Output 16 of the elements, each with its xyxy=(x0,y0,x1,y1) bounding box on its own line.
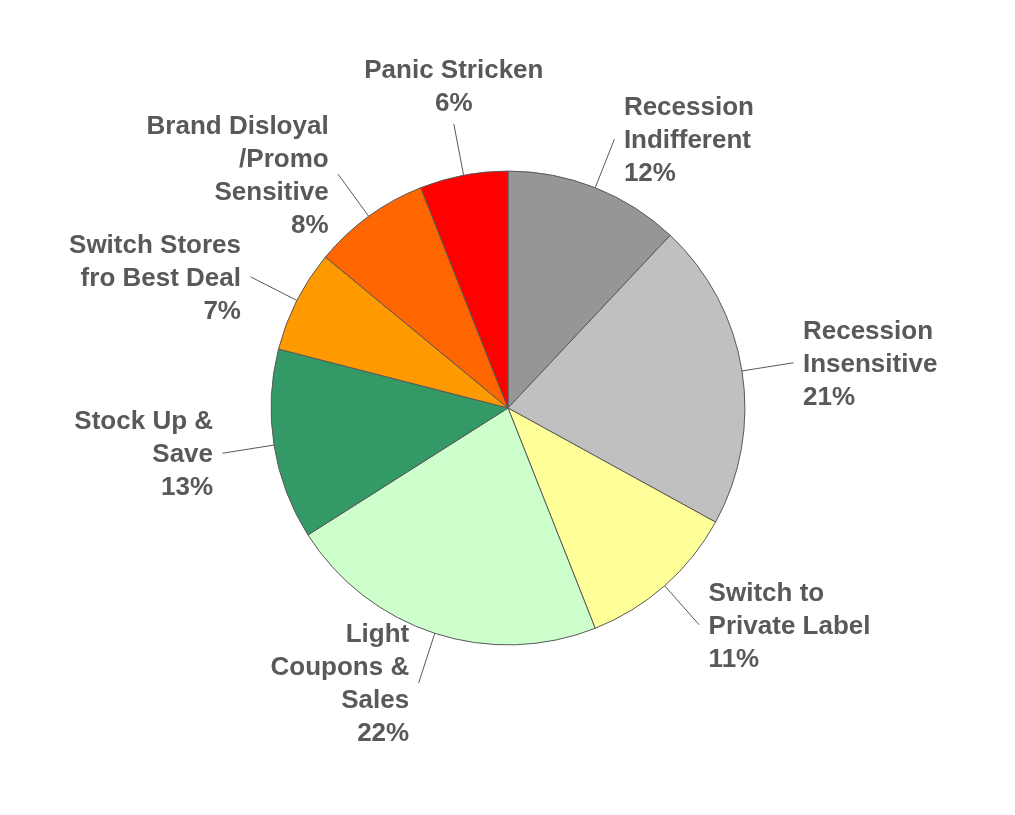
data-label: 22% xyxy=(357,717,410,748)
data-label: 7% xyxy=(203,294,241,325)
slice-label: Brand Disloyal /Promo Sensitive xyxy=(146,109,329,206)
slice-label: Switch to Private Label xyxy=(708,576,871,640)
slice-label: Recession Insensitive xyxy=(802,314,938,378)
slice-label: Light Coupons & Sales xyxy=(270,618,410,715)
slice-label: Switch Stores fro Best Deal xyxy=(69,228,241,292)
slice-label: Stock Up & Save xyxy=(74,405,214,469)
data-label: 13% xyxy=(161,471,214,502)
data-label: 6% xyxy=(435,86,473,117)
data-label: 8% xyxy=(291,208,329,239)
data-label: 12% xyxy=(623,157,676,188)
slice-label: Recession Indifferent xyxy=(623,91,754,155)
slice-label: Panic Stricken xyxy=(364,53,544,84)
data-label: 21% xyxy=(802,380,856,411)
data-label: 11% xyxy=(708,642,760,673)
